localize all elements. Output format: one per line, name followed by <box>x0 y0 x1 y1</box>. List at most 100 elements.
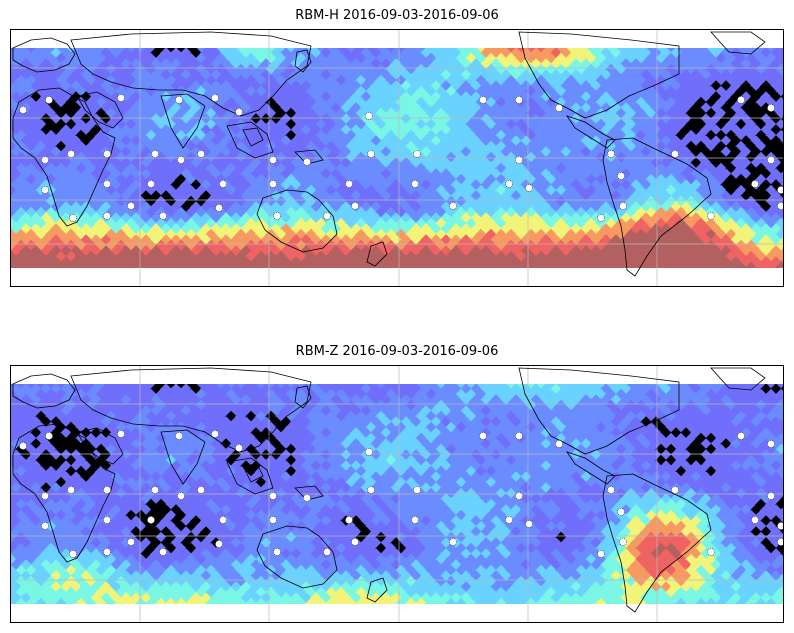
heatmap-cell <box>174 129 188 143</box>
heatmap-cell <box>319 394 333 407</box>
heatmap-cell <box>54 465 68 479</box>
heatmap-cell <box>149 471 163 484</box>
heatmap-cell <box>349 438 363 451</box>
heatmap-cell <box>19 234 33 247</box>
heatmap-cell <box>224 74 238 88</box>
heatmap-cell <box>14 184 28 198</box>
heatmap-cell <box>489 190 503 203</box>
heatmap-cell <box>29 157 43 170</box>
heatmap-cell <box>99 405 113 418</box>
heatmap-cell <box>404 432 418 446</box>
heatmap-cell <box>134 399 148 413</box>
heatmap-cell <box>429 190 443 203</box>
heatmap-cell <box>394 410 408 424</box>
heatmap-cell <box>129 234 143 247</box>
heatmap-cell <box>774 228 783 242</box>
heatmap-cell <box>494 421 508 435</box>
heatmap-cell <box>409 438 423 451</box>
heatmap-cell <box>179 47 193 60</box>
heatmap-cell <box>74 399 88 413</box>
heatmap-cell <box>179 223 193 236</box>
coastline-india <box>160 93 206 149</box>
heatmap-cell <box>289 245 303 258</box>
heatmap-cell <box>304 239 318 253</box>
heatmap-cell <box>414 250 428 264</box>
heatmap-cell <box>324 228 338 242</box>
heatmap-cell <box>179 135 193 148</box>
heatmap-cell <box>154 443 168 457</box>
heatmap-cell <box>489 168 503 181</box>
heatmap-cell <box>129 460 143 473</box>
heatmap-cell <box>104 217 118 231</box>
heatmap-cell <box>509 427 523 440</box>
station-marker <box>41 186 49 194</box>
heatmap-cell <box>59 405 73 418</box>
heatmap-cell <box>294 173 308 187</box>
heatmap-cell <box>234 465 248 479</box>
heatmap-cell <box>494 410 508 424</box>
heatmap-cell <box>359 245 373 258</box>
heatmap-cell <box>459 256 473 269</box>
heatmap-cell <box>144 173 158 187</box>
heatmap-cell <box>204 52 218 66</box>
heatmap-cell <box>464 239 478 253</box>
heatmap-cell <box>64 432 78 446</box>
heatmap-cell <box>169 256 183 269</box>
heatmap-cell <box>184 52 198 66</box>
heatmap-cell <box>449 245 463 258</box>
heatmap-cell <box>94 388 108 402</box>
heatmap-cell <box>469 471 483 484</box>
heatmap-cell <box>484 476 498 490</box>
heatmap-cell <box>84 206 98 220</box>
heatmap-cell <box>309 234 323 247</box>
heatmap-cell <box>279 234 293 247</box>
heatmap-cell <box>199 179 213 192</box>
heatmap-cell <box>344 250 358 264</box>
station-marker <box>525 184 533 192</box>
heatmap-cell <box>239 58 253 71</box>
heatmap-cell <box>199 91 213 104</box>
heatmap-cell <box>49 471 63 484</box>
heatmap-cell <box>379 168 393 181</box>
heatmap-cell <box>104 399 118 413</box>
heatmap-cell <box>199 427 213 440</box>
heatmap-cell <box>494 239 508 253</box>
heatmap-cell <box>54 184 68 198</box>
heatmap-cell <box>39 212 53 225</box>
heatmap-cell <box>239 383 253 396</box>
heatmap-cell <box>449 179 463 192</box>
heatmap-cell <box>94 184 108 198</box>
heatmap-cell <box>299 234 313 247</box>
heatmap-cell <box>79 449 93 462</box>
heatmap-cell <box>214 454 228 468</box>
heatmap-cell <box>274 399 288 413</box>
heatmap-cell <box>154 228 168 242</box>
heatmap-cell <box>204 195 218 209</box>
coastline-namerica <box>518 31 680 119</box>
heatmap-cell <box>379 383 393 396</box>
heatmap-cell <box>479 245 493 258</box>
heatmap-cell <box>39 460 53 473</box>
heatmap-cell <box>434 206 448 220</box>
heatmap-cell <box>294 239 308 253</box>
heatmap-cell <box>24 195 38 209</box>
heatmap-cell <box>89 383 103 396</box>
heatmap-cell <box>284 476 298 490</box>
heatmap-cell <box>484 410 498 424</box>
heatmap-cell <box>49 157 63 170</box>
heatmap-cell <box>14 410 28 424</box>
heatmap-cell <box>179 179 193 192</box>
station-marker <box>515 156 523 164</box>
heatmap-cell <box>224 239 238 253</box>
heatmap-cell <box>354 217 368 231</box>
heatmap-cell <box>39 190 53 203</box>
heatmap-cell <box>474 239 488 253</box>
heatmap-cell <box>199 47 213 60</box>
heatmap-cell <box>344 432 358 446</box>
heatmap-cell <box>179 124 193 137</box>
heatmap-cell <box>304 388 318 402</box>
heatmap-cell <box>159 245 173 258</box>
heatmap-cell <box>124 388 138 402</box>
heatmap-cell <box>409 449 423 462</box>
station-marker <box>323 212 331 220</box>
